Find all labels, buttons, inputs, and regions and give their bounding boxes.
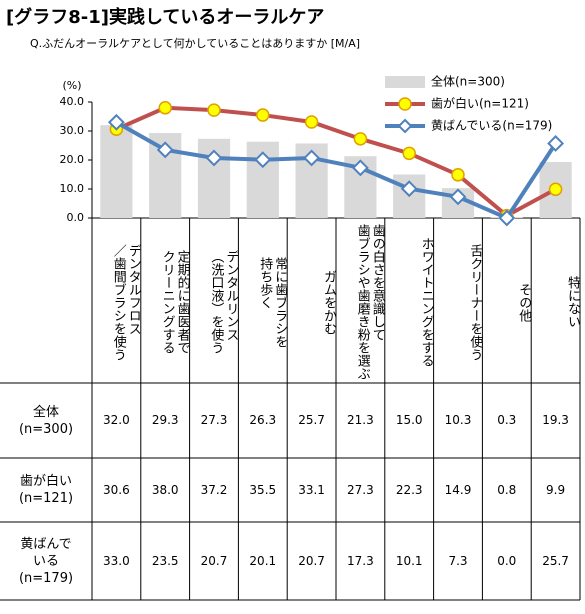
- marker: [156, 141, 174, 159]
- row-label: 歯が白い (n=121): [18, 474, 74, 506]
- y-tick-label: 30.0: [60, 124, 85, 137]
- bar: [100, 125, 133, 218]
- marker: [449, 188, 467, 206]
- table-value: 32.0: [103, 413, 130, 427]
- marker: [303, 149, 321, 167]
- table-value: 33.0: [103, 553, 130, 568]
- title: [グラフ8-1]実践しているオーラルケア: [6, 6, 324, 28]
- table-value: 17.3: [347, 553, 374, 568]
- row-label: 全体 (n=300): [18, 404, 74, 437]
- table-value: 15.0: [395, 413, 423, 427]
- category-label: 舌クリーナーを使う: [467, 243, 483, 361]
- legend-label: 全体(n=300): [431, 74, 505, 89]
- table-value: 25.7: [542, 553, 569, 568]
- legend-swatch: [385, 76, 425, 88]
- table-value: 33.1: [298, 482, 325, 497]
- marker: [402, 146, 416, 161]
- table-value: 37.2: [200, 482, 228, 497]
- y-unit: (%): [62, 79, 81, 92]
- table-value: 27.3: [347, 482, 374, 497]
- category-label: 常に歯ブラシを 持ち歩く: [257, 256, 288, 348]
- table-value: 25.7: [298, 413, 325, 427]
- table-value: 14.9: [444, 482, 472, 497]
- marker: [353, 132, 368, 146]
- category-label: 定期的に歯医者で クリーニングする: [159, 250, 190, 354]
- category-label: 特にない: [564, 276, 580, 328]
- table-value: 20.7: [200, 553, 228, 568]
- table-value: 23.5: [151, 553, 179, 568]
- y-tick-label: 10.0: [60, 182, 85, 195]
- table-value: 0.8: [497, 482, 517, 497]
- table-value: 29.3: [151, 413, 179, 427]
- marker: [205, 149, 223, 167]
- marker: [207, 103, 221, 117]
- y-tick-label: 0.0: [67, 211, 85, 224]
- marker: [451, 168, 465, 182]
- marker: [351, 159, 369, 177]
- marker: [498, 209, 516, 227]
- category-label: デンタルリンス （洗口液）を使う: [208, 250, 239, 354]
- table-value: 27.3: [200, 413, 228, 427]
- marker: [107, 113, 125, 131]
- marker: [254, 151, 272, 169]
- subtitle: Q.ふだんオーラルケアとして何かしていることはありますか [M/A]: [30, 37, 360, 50]
- marker: [256, 108, 270, 122]
- table-value: 10.1: [395, 553, 423, 568]
- marker: [548, 182, 563, 197]
- table-value: 9.9: [546, 482, 566, 497]
- table-value: 0.3: [497, 413, 517, 427]
- table-value: 22.3: [395, 482, 423, 497]
- table-value: 20.1: [249, 553, 277, 568]
- legend-swatch: [398, 97, 412, 111]
- table-value: 19.3: [542, 413, 569, 427]
- line: [115, 120, 558, 221]
- table-value: 0.0: [497, 553, 517, 568]
- y-tick-label: 40.0: [60, 95, 85, 108]
- marker: [400, 180, 418, 198]
- legend-label: 黄ばんでいる(n=179): [431, 119, 552, 133]
- y-tick-label: 20.0: [60, 153, 85, 166]
- marker: [158, 101, 172, 115]
- category-label: ガムをかむ: [320, 269, 336, 335]
- line: [115, 105, 557, 219]
- category-label: 歯の白さを意識して 歯ブラシや歯磨き粉を選ぶ: [354, 224, 385, 380]
- category-label: ホワイトニングをする: [418, 237, 434, 367]
- legend-swatch: [397, 118, 413, 134]
- table-value: 26.3: [249, 413, 277, 427]
- table-value: 20.7: [298, 553, 325, 568]
- table-value: 30.6: [103, 482, 130, 497]
- row-label: 黄ばんで いる (n=179): [18, 536, 74, 586]
- marker: [547, 135, 565, 152]
- table-value: 10.3: [444, 413, 472, 427]
- category-label: その他: [516, 282, 532, 322]
- table-value: 35.5: [249, 482, 277, 497]
- marker: [304, 115, 319, 129]
- table-value: 7.3: [448, 553, 468, 568]
- category-label: デンタルフロス ／歯間ブラシを使う: [110, 243, 141, 361]
- legend-label: 歯が白い(n=121): [431, 96, 529, 111]
- table-value: 38.0: [151, 482, 179, 497]
- table-value: 21.3: [347, 413, 374, 427]
